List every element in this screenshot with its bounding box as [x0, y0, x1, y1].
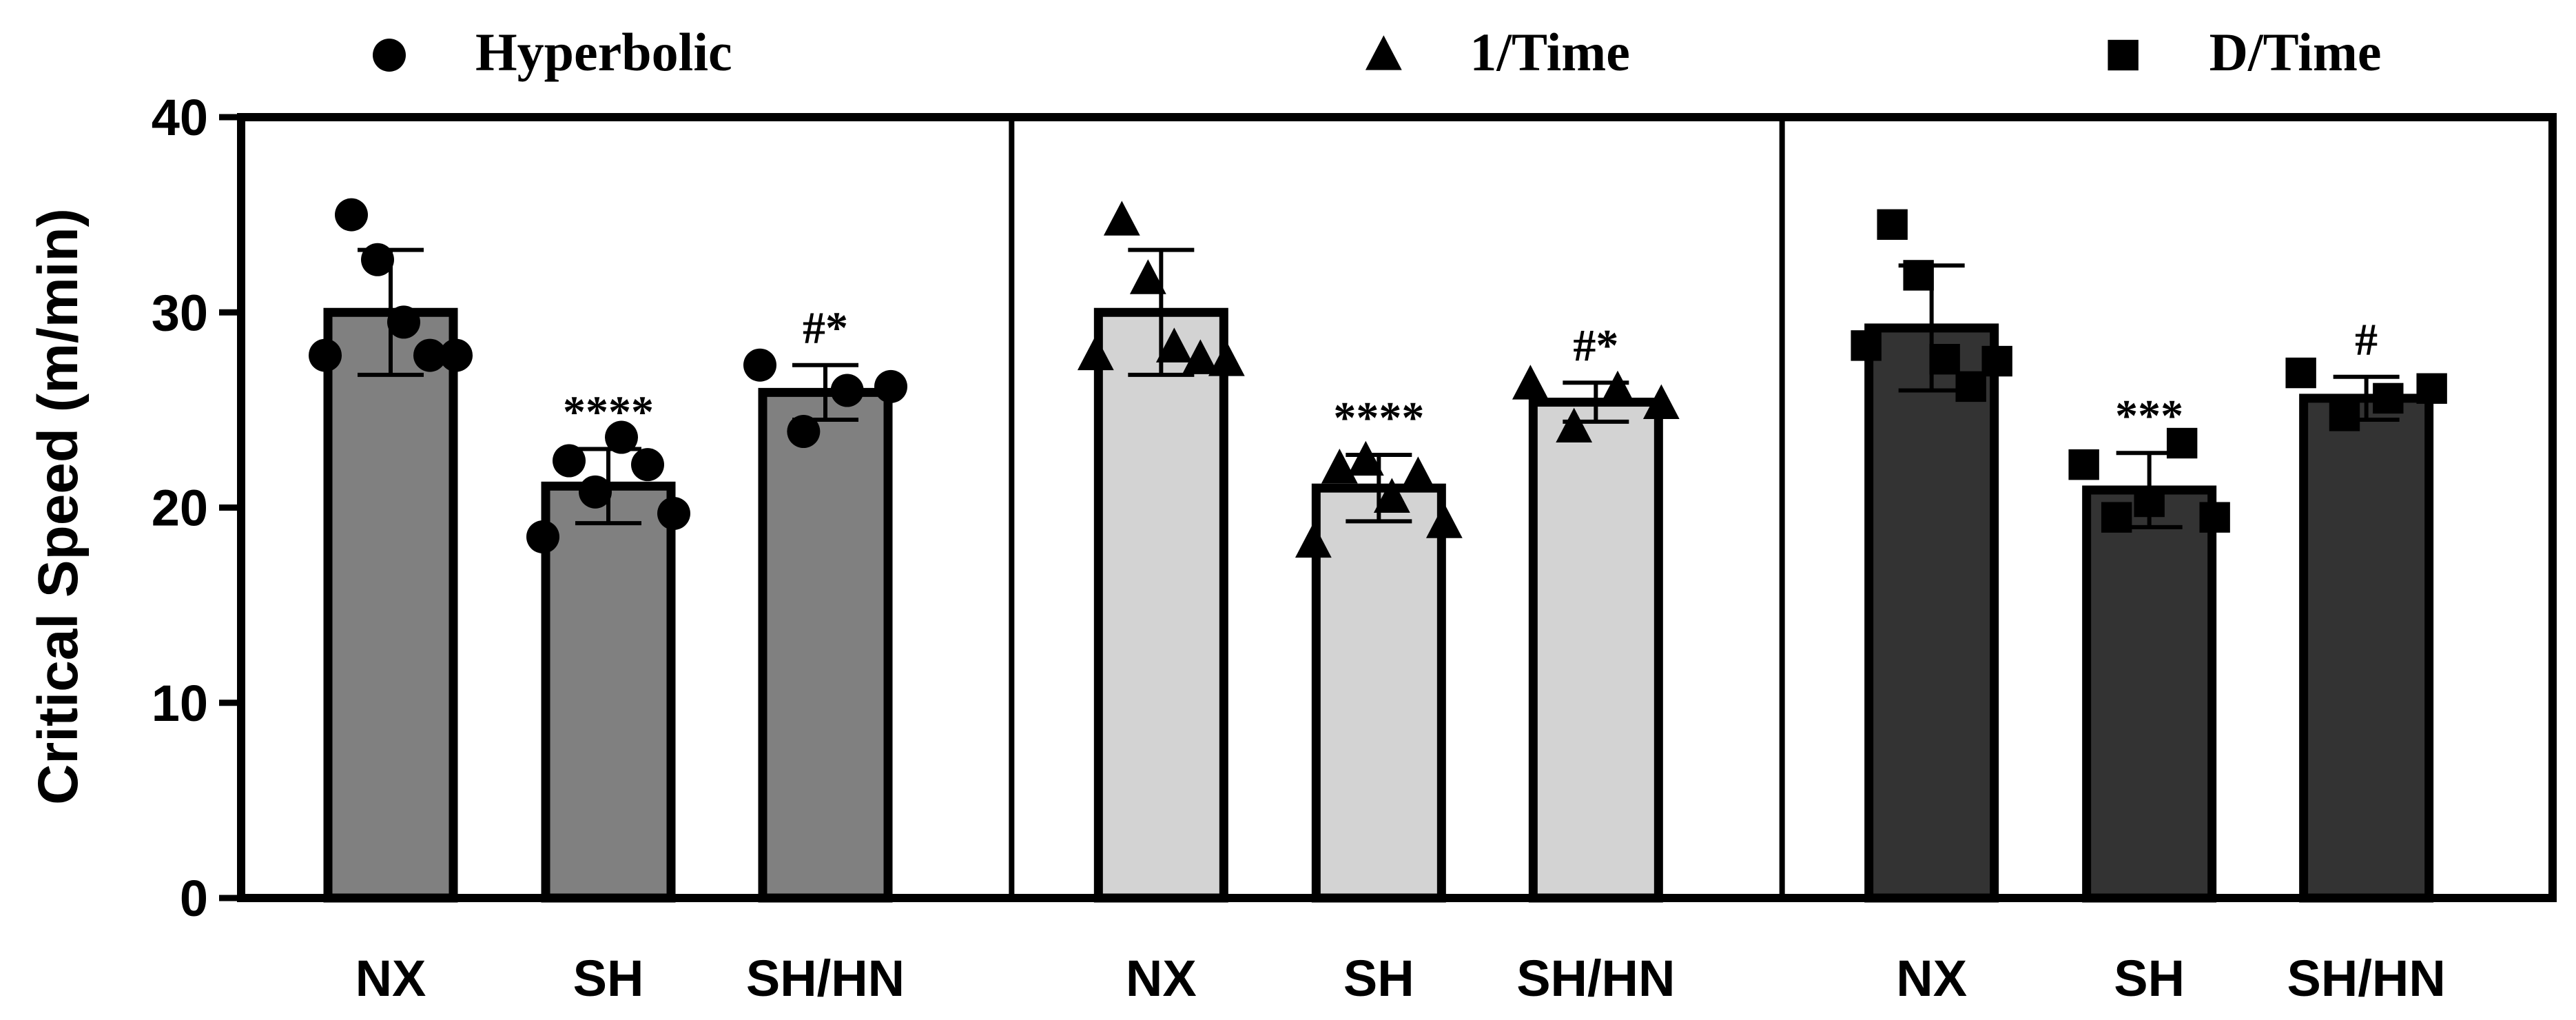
- legend-label: Hyperbolic: [475, 22, 732, 82]
- panel-square: NX *** SH # SH/HN: [1779, 117, 2447, 1007]
- data-point: [1373, 478, 1410, 513]
- data-point: [1155, 327, 1193, 363]
- triangle-icon: [1365, 35, 1402, 70]
- bar: [1093, 307, 1228, 903]
- x-tick-label: SH/HN: [746, 950, 905, 1007]
- data-point: [1347, 440, 1384, 476]
- bar: [758, 387, 893, 903]
- data-point: [413, 338, 446, 372]
- x-tick-label: NX: [1126, 950, 1197, 1007]
- data-point: [1556, 407, 1593, 442]
- data-point: [1877, 209, 1908, 240]
- significance-label: #*: [1573, 320, 1618, 371]
- significance-label: #: [2355, 315, 2378, 365]
- data-point: [631, 448, 664, 482]
- data-point: [1929, 344, 1960, 375]
- panel-triangle: NX **** SH #* SH/HN: [1009, 117, 1680, 1007]
- data-point: [335, 198, 368, 232]
- data-point: [553, 444, 586, 478]
- y-tick-label: 10: [152, 675, 208, 732]
- data-point: [361, 243, 394, 276]
- data-point: [1903, 260, 1934, 291]
- data-point: [2199, 502, 2230, 533]
- data-point: [440, 338, 473, 372]
- data-point: [605, 420, 638, 454]
- bar: [2299, 394, 2434, 903]
- plot-frame: [237, 113, 2557, 902]
- bar: [2082, 485, 2217, 903]
- data-point: [1981, 345, 2012, 377]
- x-tick-label: SH: [573, 950, 644, 1007]
- circle-icon: [373, 39, 406, 72]
- data-point: [1182, 339, 1219, 374]
- data-point: [1077, 335, 1114, 371]
- data-point: [1955, 371, 1986, 402]
- data-point: [1208, 341, 1245, 376]
- data-point: [2134, 486, 2165, 518]
- data-point: [830, 374, 864, 407]
- data-point: [1129, 259, 1166, 294]
- significance-label: #*: [803, 303, 848, 354]
- data-point: [1599, 370, 1636, 406]
- data-point: [1642, 384, 1680, 419]
- significance-label: ****: [1333, 393, 1424, 443]
- x-tick-label: SH/HN: [1516, 950, 1675, 1007]
- data-point: [1425, 503, 1463, 538]
- data-point: [787, 415, 821, 449]
- data-point: [657, 496, 690, 530]
- y-tick-label: 30: [152, 284, 208, 341]
- data-point: [2166, 427, 2198, 459]
- data-point: [1103, 201, 1140, 236]
- significance-label: ***: [2115, 391, 2183, 441]
- y-axis: 0 10 20 30 40: [152, 89, 241, 927]
- data-point: [1399, 456, 1436, 491]
- data-point: [743, 348, 776, 382]
- data-point: [309, 338, 342, 372]
- data-point: [1295, 522, 1332, 558]
- y-tick-label: 20: [152, 480, 208, 537]
- data-point: [2416, 373, 2447, 404]
- data-point: [1851, 330, 1882, 361]
- data-point: [387, 305, 420, 339]
- x-tick-label: SH: [1343, 950, 1414, 1007]
- data-point: [526, 520, 559, 553]
- data-point: [2101, 502, 2132, 533]
- y-tick-label: 40: [152, 89, 208, 146]
- bar: [1311, 483, 1446, 903]
- legend-label: 1/Time: [1470, 22, 1630, 82]
- x-tick-label: NX: [356, 950, 426, 1007]
- x-tick-label: NX: [1896, 950, 1967, 1007]
- legend-item-circle: Hyperbolic: [373, 22, 732, 82]
- x-tick-label: SH: [2114, 950, 2185, 1007]
- square-icon: [2108, 39, 2139, 71]
- bar: [1864, 323, 1999, 903]
- bar: [323, 307, 458, 903]
- legend-label: D/Time: [2209, 22, 2382, 82]
- y-axis-title: Critical Speed (m/min): [27, 208, 90, 805]
- data-point: [1512, 365, 1549, 400]
- x-tick-label: SH/HN: [2287, 950, 2446, 1007]
- chart-panels: NX **** SH #* SH/HN NX **** SH #* SH/HN NX *** SH # SH…: [237, 113, 2557, 1007]
- panel-circle: NX **** SH #* SH/HN: [309, 198, 907, 1007]
- significance-label: ****: [563, 387, 654, 438]
- data-point: [2285, 357, 2316, 389]
- bar: [541, 481, 676, 903]
- y-tick-label: 0: [180, 870, 208, 927]
- data-point: [2329, 400, 2360, 431]
- legend: Hyperbolic 1/Time D/Time: [373, 22, 2382, 82]
- data-point: [2373, 382, 2404, 414]
- bar: [1528, 398, 1663, 903]
- legend-item-triangle: 1/Time: [1365, 22, 1630, 82]
- data-point: [579, 475, 612, 509]
- legend-item-square: D/Time: [2108, 22, 2382, 82]
- data-point: [874, 369, 907, 403]
- data-point: [2068, 449, 2099, 480]
